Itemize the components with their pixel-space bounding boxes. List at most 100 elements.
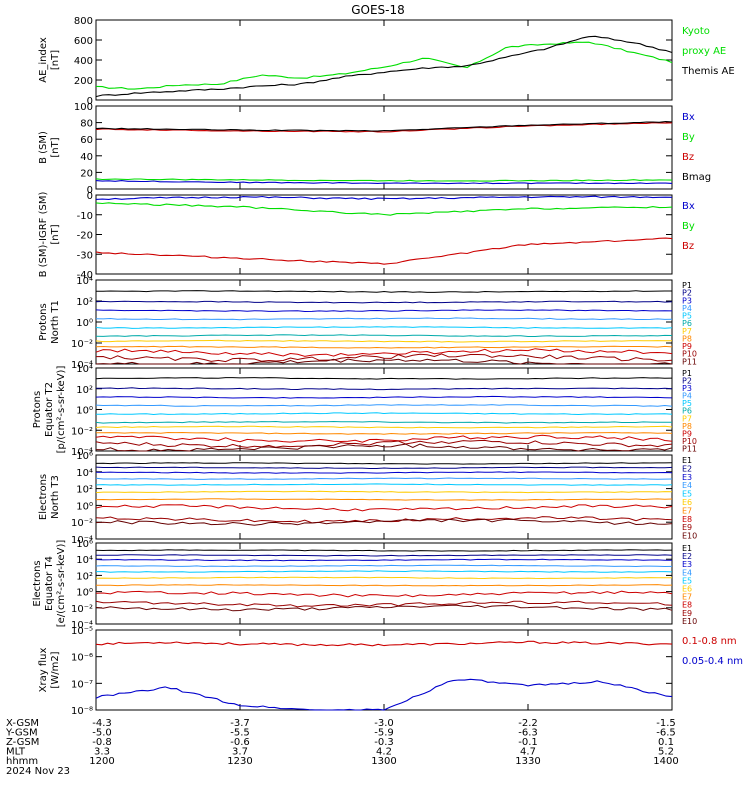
legend-item: Bz bbox=[682, 152, 694, 163]
legend-item: E2 bbox=[682, 552, 692, 561]
series-group bbox=[95, 640, 673, 711]
footer-value: -5.5 bbox=[230, 728, 250, 739]
series-line-e10 bbox=[95, 604, 673, 612]
panel-2: 100 80 60 40 20 0 B (SM) [nT] Bx By Bz Bmag bbox=[38, 102, 711, 196]
footer-value: 1230 bbox=[227, 756, 252, 767]
legend-item: E5 bbox=[682, 490, 692, 499]
series-line-by bbox=[95, 202, 673, 216]
series-line-p10 bbox=[95, 353, 673, 363]
y-axis-label-line: [e/(cm²-s-sr-keV)] bbox=[56, 540, 67, 628]
legend-item: P3 bbox=[682, 296, 692, 305]
y-tick-label: 10² bbox=[76, 571, 93, 582]
footer-value: 1330 bbox=[515, 756, 540, 767]
y-tick-label: 10⁻² bbox=[71, 339, 93, 350]
y-tick-label: 600 bbox=[74, 36, 93, 47]
footer-value: -3.0 bbox=[374, 718, 394, 729]
legend-item: P10 bbox=[682, 437, 697, 446]
footer-row-label: hhmm bbox=[6, 756, 38, 767]
legend-item: P11 bbox=[682, 444, 697, 453]
series-line-bx bbox=[95, 195, 673, 200]
panel-7: 10⁶ 10⁴ 10² 10⁰ 10⁻² 10⁻⁴ Electrons Equator T4[… bbox=[32, 539, 697, 631]
series-line-p8 bbox=[95, 345, 673, 349]
y-axis-label-line: [nT] bbox=[50, 137, 61, 157]
legend-item: Themis AE bbox=[681, 66, 735, 77]
legend-item: 0.05-0.4 nm bbox=[682, 656, 743, 667]
series-line-e10 bbox=[95, 518, 673, 526]
legend-item: P5 bbox=[682, 312, 692, 321]
footer-value: 1300 bbox=[371, 756, 396, 767]
series-group bbox=[95, 290, 673, 365]
legend-item: E5 bbox=[682, 576, 692, 585]
y-tick-label: 10⁻⁵ bbox=[71, 626, 93, 637]
series-line-p2 bbox=[95, 387, 673, 391]
series-line-themis-ae bbox=[95, 35, 673, 98]
series-line-e8 bbox=[95, 504, 673, 512]
series-line-e8 bbox=[95, 590, 673, 598]
y-axis-label-line: [p/(cm²-s-sr-keV)] bbox=[56, 366, 67, 454]
legend-item: E6 bbox=[682, 585, 692, 594]
y-tick-label: 10⁰ bbox=[76, 501, 93, 512]
y-axis-label: B (SM) [nT] bbox=[38, 131, 61, 164]
footer-value: 0.1 bbox=[658, 737, 674, 748]
series-line-p4 bbox=[95, 404, 673, 407]
legend-item: P4 bbox=[682, 304, 692, 313]
series-line-e1 bbox=[95, 549, 673, 552]
y-tick-label: -10 bbox=[77, 211, 93, 222]
footer-row-label: MLT bbox=[6, 747, 26, 758]
series-line-e7 bbox=[95, 584, 673, 587]
footer-value: 3.7 bbox=[232, 747, 248, 758]
legend-item: By bbox=[682, 132, 695, 143]
legend-item: E9 bbox=[682, 609, 692, 618]
y-tick-label: 10⁶ bbox=[76, 539, 93, 550]
legend-item: E1 bbox=[682, 456, 692, 465]
legend-item: P6 bbox=[682, 319, 692, 328]
legend-item: P8 bbox=[682, 422, 692, 431]
series-line-p7 bbox=[95, 425, 673, 429]
series-line-bmag bbox=[95, 121, 673, 132]
footer-value: -4.3 bbox=[92, 718, 112, 729]
series-line-e6 bbox=[95, 490, 673, 494]
legend-item: P10 bbox=[682, 350, 697, 359]
legend-item: P1 bbox=[682, 281, 692, 290]
y-tick-label: 10⁰ bbox=[76, 588, 93, 599]
y-tick-label: 10² bbox=[76, 385, 93, 396]
y-axis-label-line: [nT] bbox=[50, 224, 61, 244]
series-line-p6 bbox=[95, 334, 673, 337]
y-tick-label: 100 bbox=[74, 102, 93, 113]
footer-value: -2.2 bbox=[518, 718, 538, 729]
y-tick-label: 10⁴ bbox=[76, 364, 93, 375]
y-axis-label-line: North T1 bbox=[50, 300, 61, 344]
legend-item: P5 bbox=[682, 399, 692, 408]
y-axis-label-line: B (SM) bbox=[38, 131, 49, 164]
series-line-e5 bbox=[96, 570, 673, 573]
y-tick-label: 200 bbox=[74, 76, 93, 87]
panel-frame bbox=[95, 19, 673, 101]
legend-item: E4 bbox=[682, 568, 692, 577]
y-tick-label: 10⁻² bbox=[71, 426, 93, 437]
series-line-p11 bbox=[95, 443, 673, 452]
y-tick-label: 10⁻⁴ bbox=[71, 535, 93, 546]
footer-value: -0.6 bbox=[230, 737, 250, 748]
y-axis-label-line: [W/m2] bbox=[50, 651, 61, 688]
y-axis-label-line: Electrons bbox=[32, 560, 43, 606]
footer-date: 2024 Nov 23 bbox=[6, 766, 70, 777]
series-line-p5 bbox=[95, 326, 673, 329]
legend-item: P8 bbox=[682, 334, 692, 343]
series-line-p8 bbox=[96, 431, 673, 435]
series-line-p3 bbox=[95, 309, 673, 313]
y-axis-label-line: Xray flux bbox=[38, 648, 49, 693]
panel-8: 10⁻⁵ 10⁻⁶ 10⁻⁷ 10⁻⁸ Xray flux [W/m2] 0.1-0.8 n… bbox=[38, 626, 743, 717]
y-tick-label: -30 bbox=[77, 250, 93, 261]
footer-value: -0.1 bbox=[518, 737, 538, 748]
series-line-e3 bbox=[95, 471, 673, 474]
series-line-e7 bbox=[95, 498, 673, 501]
y-tick-label: 10⁻⁴ bbox=[71, 447, 93, 458]
series-line-by bbox=[95, 178, 673, 182]
series-group bbox=[95, 35, 673, 98]
series-line-p7 bbox=[95, 339, 673, 343]
y-tick-label: 40 bbox=[80, 152, 93, 163]
series-line-p10 bbox=[95, 439, 673, 448]
y-axis-label-line: B (SM)-IGRF (SM) bbox=[38, 192, 49, 278]
legend-item: P2 bbox=[682, 377, 692, 386]
